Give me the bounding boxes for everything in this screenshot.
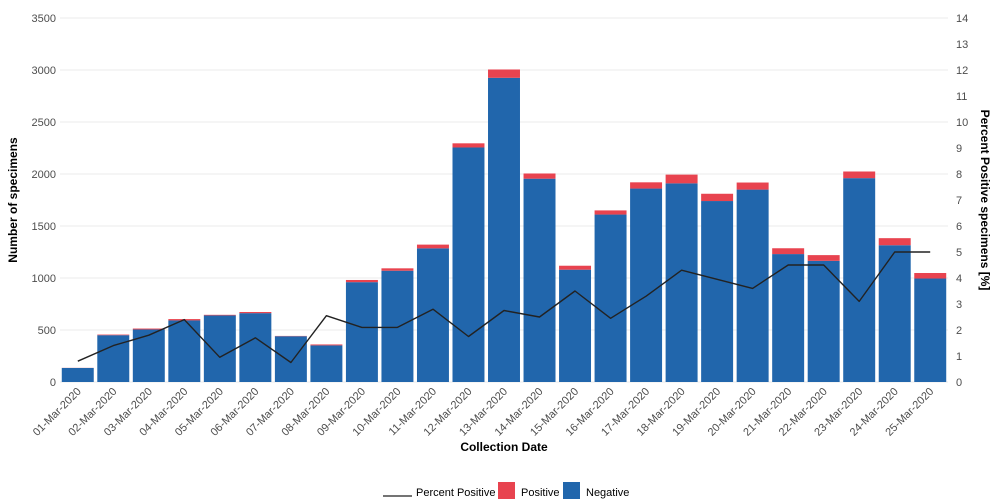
bar-positive bbox=[559, 265, 592, 270]
y-tick-label: 3000 bbox=[32, 65, 56, 77]
y2-tick-label: 9 bbox=[956, 143, 962, 155]
bar-positive bbox=[416, 244, 449, 249]
bar-positive bbox=[630, 182, 663, 189]
y2-tick-label: 7 bbox=[956, 195, 962, 207]
bar-positive bbox=[701, 193, 734, 202]
bar-positive bbox=[878, 238, 911, 246]
legend-label-percent-positive: Percent Positive bbox=[416, 487, 495, 499]
bar-negative bbox=[559, 269, 592, 382]
bar-positive bbox=[239, 312, 272, 314]
bar-negative bbox=[594, 214, 627, 382]
bar-negative bbox=[239, 313, 272, 382]
bar-positive bbox=[772, 248, 805, 255]
percent-positive-line bbox=[77, 251, 931, 364]
bar-negative bbox=[914, 278, 947, 382]
y2-tick-label: 5 bbox=[956, 247, 962, 259]
y2-tick-label: 4 bbox=[956, 273, 962, 285]
bar-negative bbox=[452, 147, 485, 382]
bar-positive bbox=[523, 173, 556, 179]
bar-positive bbox=[594, 210, 627, 215]
bar-negative bbox=[701, 201, 734, 382]
bar-positive bbox=[381, 268, 414, 271]
y2-tick-label: 6 bbox=[956, 221, 962, 233]
bar-positive bbox=[665, 174, 698, 184]
percent-positive-line-layer bbox=[77, 251, 931, 364]
bar-negative bbox=[310, 345, 343, 382]
bar-positive bbox=[310, 344, 343, 346]
legend-negative-swatch bbox=[563, 482, 580, 499]
y2-tick-label: 14 bbox=[956, 13, 968, 25]
bar-negative bbox=[772, 254, 805, 382]
y-tick-label: 1000 bbox=[32, 273, 56, 285]
bar-positive bbox=[97, 334, 130, 336]
y2-tick-label: 1 bbox=[956, 351, 962, 363]
y-axis-title: Number of specimens bbox=[6, 137, 20, 263]
bar-negative bbox=[132, 329, 165, 382]
bar-negative bbox=[807, 260, 840, 382]
bar-negative bbox=[630, 188, 663, 382]
y2-tick-label: 8 bbox=[956, 169, 962, 181]
bars bbox=[61, 69, 947, 383]
bar-negative bbox=[665, 183, 698, 382]
bar-positive bbox=[203, 314, 236, 316]
bar-negative bbox=[381, 270, 414, 382]
legend-label-positive: Positive bbox=[521, 487, 560, 499]
bar-negative bbox=[488, 77, 520, 383]
bar-negative bbox=[843, 178, 876, 382]
y2-tick-label: 0 bbox=[956, 377, 962, 389]
bar-positive bbox=[452, 143, 485, 148]
bar-negative bbox=[61, 367, 94, 382]
y2-axis-title: Percent Positive specimens [%] bbox=[978, 110, 992, 291]
bar-negative bbox=[345, 282, 378, 382]
bar-negative bbox=[523, 178, 556, 382]
x-axis-title: Collection Date bbox=[460, 440, 548, 454]
y2-tick-label: 13 bbox=[956, 39, 968, 51]
y-tick-label: 500 bbox=[38, 325, 56, 337]
y2-tick-label: 11 bbox=[956, 91, 967, 103]
bar-negative bbox=[203, 315, 236, 382]
y2-tick-label: 2 bbox=[956, 325, 962, 337]
bar-negative bbox=[168, 320, 201, 382]
bar-positive bbox=[488, 69, 520, 78]
legend-label-negative: Negative bbox=[586, 487, 629, 499]
bar-positive bbox=[914, 273, 947, 279]
y-tick-label: 1500 bbox=[32, 221, 56, 233]
bar-negative bbox=[878, 245, 911, 382]
legend: Percent Positive Positive Negative bbox=[383, 482, 629, 499]
y2-tick-label: 12 bbox=[956, 65, 968, 77]
bar-positive bbox=[843, 171, 876, 179]
y2-tick-label: 10 bbox=[956, 117, 968, 129]
bar-negative bbox=[274, 336, 307, 382]
bar-positive bbox=[736, 182, 769, 190]
legend-positive-swatch bbox=[498, 482, 515, 499]
y-tick-label: 3500 bbox=[32, 13, 56, 25]
y2-tick-label: 3 bbox=[956, 299, 962, 311]
bar-positive bbox=[345, 279, 378, 283]
bar-positive bbox=[807, 255, 840, 261]
y-tick-label: 0 bbox=[50, 377, 56, 389]
bar-positive bbox=[132, 328, 165, 330]
y-tick-label: 2000 bbox=[32, 169, 56, 181]
y-tick-label: 2500 bbox=[32, 117, 56, 129]
